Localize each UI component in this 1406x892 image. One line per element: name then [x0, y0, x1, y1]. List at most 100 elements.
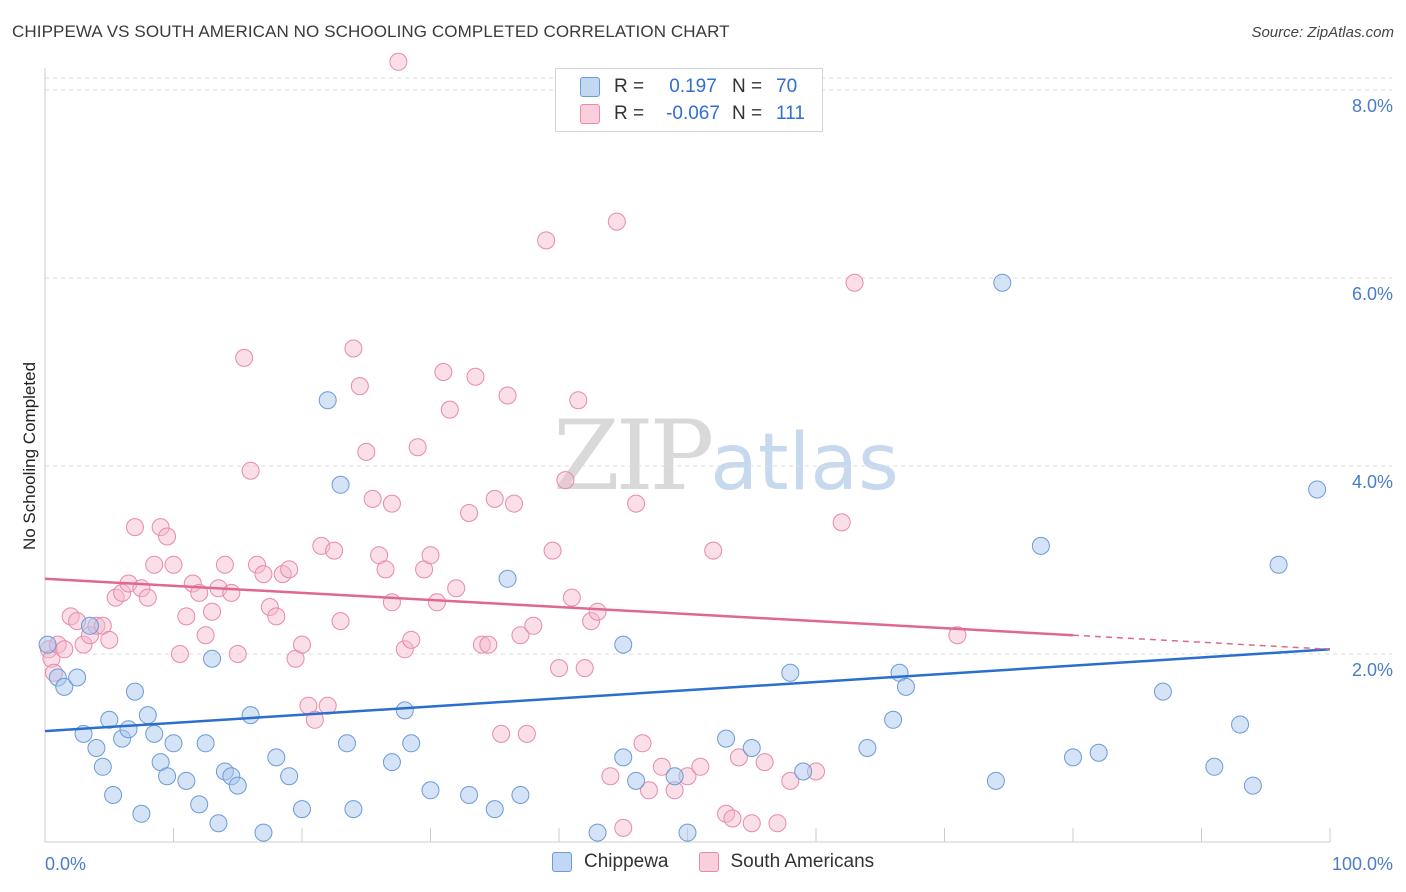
south-americans-point [254, 565, 273, 584]
south-americans-point [145, 555, 164, 574]
chippewa-point [498, 569, 517, 588]
south-americans-point [350, 377, 369, 396]
watermark-zip: ZIP [553, 400, 714, 512]
legend-n-value: 70 [776, 76, 798, 97]
south-americans-point [164, 555, 183, 574]
chippewa-point [627, 771, 646, 790]
south-americans-point [248, 555, 267, 574]
south-americans-point [652, 757, 671, 776]
chippewa-point [460, 786, 479, 804]
south-americans-point [781, 771, 800, 790]
chippewa-point [241, 706, 260, 725]
axes [44, 68, 1331, 843]
chippewa-point [986, 771, 1005, 790]
chippewa-point [742, 739, 761, 757]
south-americans-point [472, 635, 491, 654]
chippewa-point [104, 786, 123, 804]
south-americans-point [427, 593, 446, 612]
south-americans-point [466, 367, 485, 386]
legend-swatch-blue [580, 77, 600, 97]
chippewa-point [1064, 748, 1082, 767]
south-americans-point [267, 607, 286, 626]
south-americans-point [845, 273, 864, 292]
south-americans-point [498, 386, 517, 405]
chippewa-point [100, 710, 119, 729]
south-americans-point [55, 640, 74, 659]
chippewa-point [280, 767, 299, 786]
south-americans-point [100, 630, 119, 649]
chippewa-point [190, 795, 209, 814]
south-americans-point [241, 461, 260, 480]
series-legend-chippewa: Chippewa [552, 851, 669, 873]
chippewa-point [588, 823, 607, 842]
south-americans-point [61, 607, 80, 626]
chippewa-point [119, 720, 138, 739]
south-americans-point [537, 231, 556, 250]
correlation-legend: R = 0.197 N = 70 R = -0.067 N = 111 [555, 68, 823, 132]
south-americans-point [222, 583, 241, 602]
chippewa-points [38, 71, 1327, 842]
south-americans-point [479, 635, 498, 654]
legend-n-label: N = [732, 103, 763, 124]
south-americans-point [614, 818, 633, 837]
chippewa-point [228, 776, 247, 795]
legend-r-value: 0.197 [669, 76, 717, 97]
south-americans-point [363, 489, 382, 508]
south-americans-point [639, 781, 658, 800]
chippewa-point [1031, 536, 1050, 555]
chippewa-point [209, 814, 228, 833]
y-tick-label: 4.0% [1352, 472, 1393, 492]
south-americans-point [607, 212, 626, 231]
chippewa-point [344, 800, 363, 819]
chippewa-point [138, 706, 157, 725]
south-americans-point [505, 494, 524, 513]
south-americans-point [691, 757, 710, 776]
legend-n-label: N = [732, 76, 763, 97]
chippewa-point [1089, 743, 1108, 762]
south-americans-point [421, 546, 440, 565]
south-americans-point [293, 635, 311, 654]
chippewa-point [1231, 715, 1250, 734]
south-americans-point [492, 724, 511, 743]
south-americans-point [280, 560, 299, 579]
south-americans-point [74, 635, 93, 654]
chippewa-point [1243, 776, 1262, 795]
series-swatch-pink [698, 852, 719, 872]
series-legend-label: South Americans [730, 851, 875, 872]
south-americans-point [575, 659, 594, 678]
y-tick-label: 8.0% [1352, 96, 1393, 116]
south-americans-point [177, 607, 196, 626]
south-americans-point [460, 504, 479, 522]
chippewa-point [196, 734, 215, 753]
chippewa-point [511, 786, 530, 804]
chippewa-point [794, 762, 813, 781]
chippewa-point [858, 739, 877, 757]
south-americans-point [215, 555, 234, 574]
chippewa-point [402, 734, 421, 753]
series-legend-south-americans: South Americans [698, 851, 875, 873]
chippewa-point [896, 677, 915, 696]
y-tick-label: 6.0% [1352, 284, 1393, 304]
south-americans-point [344, 339, 363, 358]
legend-r-label: R = [614, 76, 645, 97]
south-americans-point [524, 616, 543, 635]
south-americans-point [260, 598, 279, 616]
chippewa-point [993, 273, 1012, 292]
legend-row-chippewa: R = 0.197 N = 70 [580, 75, 797, 99]
south-americans-point [588, 602, 607, 621]
south-americans-point [402, 630, 421, 649]
chippewa-point [164, 734, 183, 753]
chippewa-point [87, 739, 106, 757]
chippewa-point [293, 800, 311, 819]
chippewa-point [382, 753, 401, 772]
south-americans-point [723, 809, 742, 828]
south-americans-point [704, 541, 723, 560]
south-americans-point [755, 753, 774, 772]
chippewa-point [678, 823, 697, 842]
chippewa-point [158, 767, 177, 786]
watermark: ZIPatlas [553, 400, 899, 512]
series-legend-label: Chippewa [584, 851, 669, 872]
south-americans-point [601, 767, 620, 786]
x-tick-label: 100.0% [1332, 854, 1393, 874]
